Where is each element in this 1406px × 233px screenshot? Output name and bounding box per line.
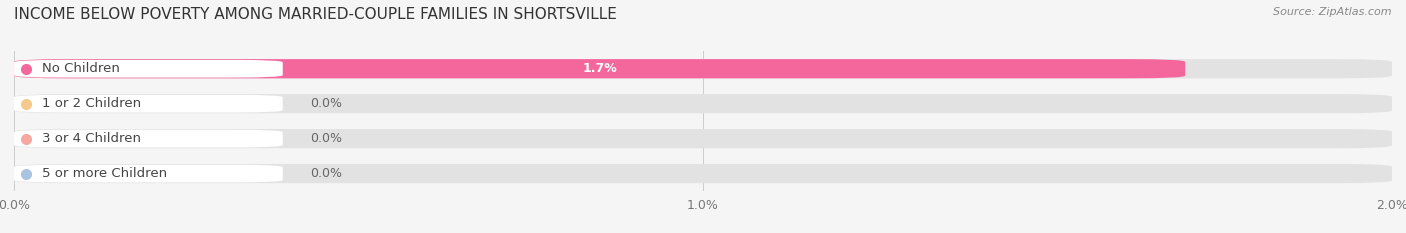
Text: INCOME BELOW POVERTY AMONG MARRIED-COUPLE FAMILIES IN SHORTSVILLE: INCOME BELOW POVERTY AMONG MARRIED-COUPL… — [14, 7, 617, 22]
Text: 5 or more Children: 5 or more Children — [42, 167, 167, 180]
FancyBboxPatch shape — [14, 95, 283, 113]
Text: 3 or 4 Children: 3 or 4 Children — [42, 132, 141, 145]
Text: 1 or 2 Children: 1 or 2 Children — [42, 97, 141, 110]
Text: 0.0%: 0.0% — [311, 132, 342, 145]
FancyBboxPatch shape — [14, 129, 1392, 148]
Text: 0.0%: 0.0% — [311, 167, 342, 180]
FancyBboxPatch shape — [14, 130, 283, 147]
FancyBboxPatch shape — [14, 165, 283, 182]
FancyBboxPatch shape — [14, 94, 1392, 113]
Text: 1.7%: 1.7% — [582, 62, 617, 75]
FancyBboxPatch shape — [14, 59, 1185, 78]
Text: Source: ZipAtlas.com: Source: ZipAtlas.com — [1274, 7, 1392, 17]
Text: 0.0%: 0.0% — [311, 97, 342, 110]
FancyBboxPatch shape — [14, 164, 1392, 183]
Text: No Children: No Children — [42, 62, 120, 75]
FancyBboxPatch shape — [14, 59, 1392, 78]
FancyBboxPatch shape — [14, 60, 283, 78]
